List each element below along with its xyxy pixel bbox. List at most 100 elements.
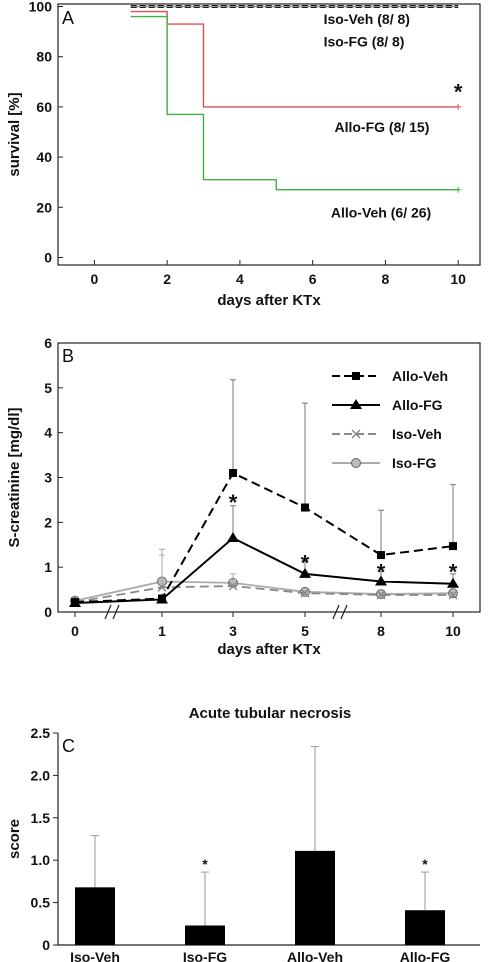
- data-point: [376, 590, 386, 600]
- legend-label: Allo-Veh: [392, 368, 448, 384]
- y-tick-label: 1.0: [31, 852, 51, 868]
- series-allo-fg: [69, 505, 459, 608]
- significance-star: *: [449, 559, 458, 584]
- data-point: [447, 577, 459, 588]
- significance-star: *: [377, 559, 386, 584]
- panel-label: B: [62, 346, 74, 366]
- y-tick-label: 0: [42, 937, 50, 953]
- axis-break-mark: [112, 604, 120, 620]
- group-count-label: Iso-Veh (8/ 8): [324, 11, 410, 27]
- x-tick-label: 2: [163, 271, 171, 287]
- data-point: [300, 588, 310, 598]
- panel-c-necrosis-bar-chart: Acute tubular necrosis C 0 0.5 1.0 1.5 2.0 2.5 s…: [6, 705, 480, 962]
- legend-label: Allo-FG: [392, 397, 443, 413]
- y-tick-label: 80: [36, 49, 52, 65]
- y-tick-label: 0: [44, 249, 52, 265]
- x-tick-label: Iso-Veh: [70, 949, 120, 962]
- legend-item-iso-veh: Iso-Veh: [332, 426, 442, 442]
- series-iso-fg: [70, 548, 458, 606]
- bar-iso-veh: [75, 887, 115, 945]
- significance-star: *: [301, 550, 310, 575]
- data-point: [301, 503, 309, 512]
- x-axis-label: days after KTx: [217, 292, 321, 309]
- x-tick-label: 1: [158, 623, 166, 639]
- series-line: [74, 585, 453, 604]
- x-tick-label: Iso-FG: [183, 949, 227, 962]
- y-axis-label: score: [6, 819, 23, 859]
- panel-label: A: [62, 8, 74, 28]
- data-point: [227, 532, 239, 543]
- legend-label: Iso-FG: [392, 455, 436, 471]
- y-tick-label: 2: [44, 514, 52, 530]
- y-tick-label: 2.0: [31, 767, 51, 783]
- bar-iso-fg: [185, 925, 225, 945]
- plot-frame: [57, 3, 481, 266]
- x-tick-label: 8: [377, 623, 385, 639]
- x-tick-label: 10: [445, 623, 461, 639]
- series-allo-veh: [71, 379, 457, 607]
- y-tick-label: 5: [44, 380, 52, 396]
- significance-star: *: [422, 856, 428, 872]
- legend-item-allo-fg: Allo-FG: [332, 397, 443, 413]
- censor-mark-allo-veh: [455, 186, 462, 193]
- y-tick-label: 100: [29, 0, 53, 15]
- legend: Allo-Veh Allo-FG Iso-Veh Iso-FG: [332, 368, 448, 471]
- y-tick-label: 40: [36, 149, 52, 165]
- axis-break-mark: [332, 604, 340, 620]
- significance-star: *: [454, 79, 463, 104]
- x-tick-label: Allo-FG: [400, 949, 451, 962]
- x-tick-label: 6: [309, 271, 317, 287]
- data-point: [229, 469, 237, 478]
- y-tick-label: 20: [36, 199, 52, 215]
- y-axis-label: survival [%]: [6, 92, 23, 176]
- x-tick-label: 0: [71, 623, 79, 639]
- series-iso-veh: [70, 554, 458, 607]
- y-axis-label: S-creatinine [mg/dl]: [6, 407, 23, 547]
- group-count-label: Allo-FG (8/ 15): [334, 119, 429, 135]
- group-count-label: Iso-FG (8/ 8): [324, 34, 405, 50]
- data-point: [299, 567, 311, 578]
- data-point: [449, 542, 457, 551]
- series-line: [74, 580, 454, 602]
- y-tick-label: 60: [36, 99, 52, 115]
- data-point: [377, 551, 385, 560]
- y-tick-label: 2.5: [31, 725, 51, 741]
- significance-star: *: [202, 856, 208, 872]
- group-count-label: Allo-Veh (6/ 26): [331, 204, 431, 220]
- chart-title: Acute tubular necrosis: [189, 705, 352, 722]
- bar-allo-fg: [405, 910, 445, 945]
- panel-b-creatinine-chart: B 0 1 2 3 4 5 6 0 1 3 5 8 10 days after KTx S-creatinin…: [6, 335, 481, 658]
- x-tick-label: 4: [236, 271, 244, 287]
- series-line: [74, 471, 454, 604]
- y-tick-label: 1: [44, 559, 52, 575]
- legend-item-iso-fg: Iso-FG: [332, 455, 436, 471]
- significance-star: *: [229, 490, 238, 515]
- y-tick-label: 0.5: [31, 895, 51, 911]
- x-tick-label: 5: [301, 623, 309, 639]
- x-tick-label: 3: [229, 623, 237, 639]
- legend-marker: [351, 458, 361, 468]
- y-tick-label: 4: [44, 425, 52, 441]
- data-point: [375, 575, 387, 586]
- y-tick-label: 3: [44, 470, 52, 486]
- axis-break-mark: [104, 604, 112, 620]
- y-tick-label: 1.5: [31, 810, 51, 826]
- data-point: [228, 581, 238, 591]
- x-tick-label: Allo-Veh: [287, 949, 343, 962]
- legend-marker: [352, 372, 360, 380]
- legend-item-allo-veh: Allo-Veh: [332, 368, 448, 384]
- x-tick-label: 10: [450, 271, 466, 287]
- data-point: [71, 598, 79, 607]
- data-point: [158, 594, 166, 603]
- x-tick-label: 8: [382, 271, 390, 287]
- legend-label: Iso-Veh: [392, 426, 442, 442]
- legend-marker: [350, 399, 362, 409]
- y-tick-label: 6: [44, 335, 52, 351]
- series-line-allo-fg: [130, 10, 459, 108]
- y-tick-label: 0: [44, 604, 52, 620]
- data-point: [448, 590, 458, 600]
- bar-allo-veh: [295, 850, 335, 945]
- axis-break-mark: [340, 604, 348, 620]
